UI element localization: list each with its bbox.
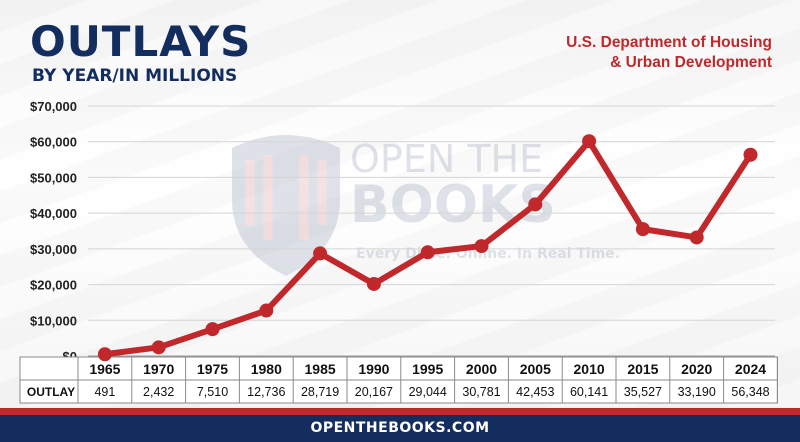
agency-line-1: U.S. Department of Housing bbox=[566, 34, 772, 51]
data-label: 12,736 bbox=[247, 385, 285, 399]
data-label: 491 bbox=[94, 385, 115, 399]
agency-line-2: & Urban Development bbox=[610, 54, 772, 71]
data-point bbox=[205, 322, 220, 337]
data-label: 56,348 bbox=[731, 385, 769, 399]
watermark-line1: OPEN THE bbox=[350, 137, 543, 181]
data-label: 2,432 bbox=[143, 385, 174, 399]
x-tick-label: 1990 bbox=[358, 361, 389, 377]
data-point bbox=[635, 222, 650, 237]
x-tick-label: 1980 bbox=[251, 361, 282, 377]
data-point bbox=[474, 239, 489, 254]
chart-subtitle: BY YEAR/IN MILLIONS bbox=[32, 66, 238, 86]
data-label: 33,190 bbox=[678, 385, 716, 399]
data-point bbox=[366, 276, 381, 291]
data-point bbox=[420, 245, 435, 260]
x-tick-label: 1975 bbox=[197, 361, 228, 377]
x-tick-label: 2005 bbox=[520, 361, 551, 377]
data-label: 35,527 bbox=[624, 385, 662, 399]
y-tick-label: $50,000 bbox=[30, 170, 77, 185]
y-tick-label: $70,000 bbox=[30, 99, 77, 114]
x-tick-label: 1995 bbox=[412, 361, 443, 377]
data-point bbox=[313, 246, 328, 261]
x-tick-label: 1985 bbox=[305, 361, 336, 377]
y-tick-label: $10,000 bbox=[30, 313, 77, 328]
x-tick-label: 1970 bbox=[143, 361, 174, 377]
watermark-line2: BOOKS bbox=[350, 175, 556, 235]
x-tick-label: 1965 bbox=[89, 361, 120, 377]
x-tick-label: 2020 bbox=[681, 361, 712, 377]
data-label: 7,510 bbox=[197, 385, 228, 399]
watermark-shield-icon bbox=[232, 135, 340, 276]
data-point bbox=[743, 147, 758, 162]
y-tick-label: $20,000 bbox=[30, 278, 77, 293]
data-label: 20,167 bbox=[355, 385, 393, 399]
data-label: 30,781 bbox=[462, 385, 500, 399]
data-point bbox=[582, 134, 597, 149]
data-point bbox=[97, 347, 112, 362]
table-row-label: OUTLAY bbox=[27, 385, 75, 399]
x-tick-label: 2015 bbox=[627, 361, 658, 377]
x-tick-label: 2024 bbox=[735, 361, 766, 377]
agency-name: U.S. Department of Housing & Urban Devel… bbox=[566, 33, 772, 73]
y-tick-label: $60,000 bbox=[30, 135, 77, 150]
x-tick-label: 2010 bbox=[574, 361, 605, 377]
data-label: 28,719 bbox=[301, 385, 339, 399]
data-point bbox=[259, 303, 274, 318]
data-point bbox=[528, 197, 543, 212]
data-point bbox=[151, 340, 166, 355]
y-tick-label: $40,000 bbox=[30, 206, 77, 221]
chart-title: OUTLAYS bbox=[30, 17, 252, 66]
footer-stripe bbox=[0, 408, 800, 415]
y-tick-label: $30,000 bbox=[30, 242, 77, 257]
footer-url: OPENTHEBOOKS.COM bbox=[0, 415, 800, 442]
data-label: 29,044 bbox=[409, 385, 447, 399]
data-label: 60,141 bbox=[570, 385, 608, 399]
data-point bbox=[689, 230, 704, 245]
data-label: 42,453 bbox=[516, 385, 554, 399]
x-tick-label: 2000 bbox=[466, 361, 497, 377]
